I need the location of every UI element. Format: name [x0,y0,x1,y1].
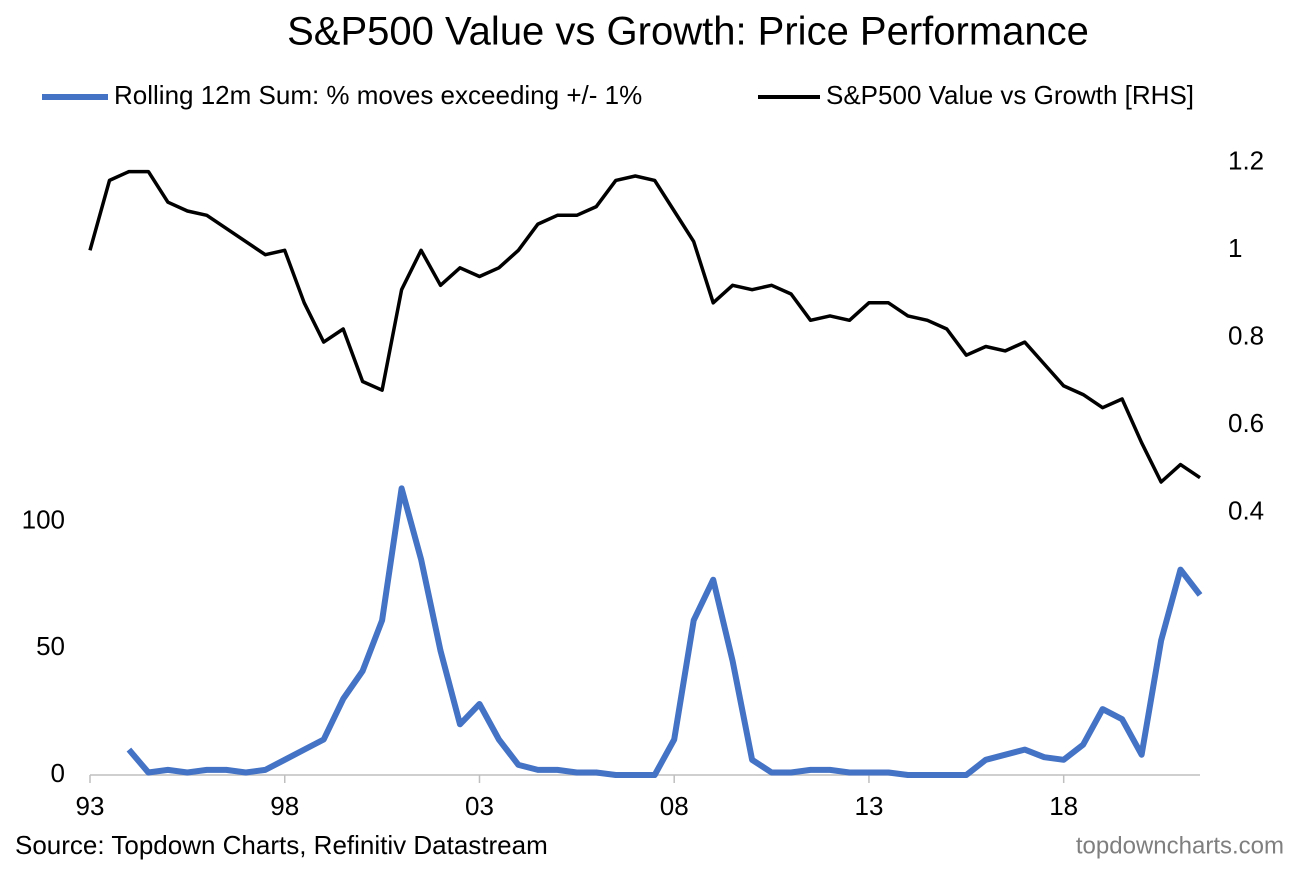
chart-title: S&P500 Value vs Growth: Price Performanc… [287,10,1089,54]
series-line [126,485,1203,778]
x-tick-label: 93 [76,791,105,821]
y2-tick-label: 1 [1228,233,1242,263]
y-tick-label: 100 [22,504,65,534]
x-tick-label: 03 [465,791,494,821]
series-line [88,169,1201,484]
y2-tick-label: 0.6 [1228,408,1264,438]
y2-tick-label: 0.8 [1228,321,1264,351]
y2-tick-label: 1.2 [1228,146,1264,176]
legend-label: S&P500 Value vs Growth [RHS] [826,80,1194,110]
y2-tick-label: 0.4 [1228,496,1264,526]
y-tick-label: 50 [36,631,65,661]
x-tick-label: 13 [854,791,883,821]
watermark: topdowncharts.com [1076,832,1284,859]
x-tick-label: 18 [1049,791,1078,821]
source-note: Source: Topdown Charts, Refinitiv Datast… [15,830,548,860]
x-tick-label: 08 [660,791,689,821]
legend-label: Rolling 12m Sum: % moves exceeding +/- 1… [114,80,642,110]
y-tick-label: 0 [51,758,65,788]
x-tick-label: 98 [270,791,299,821]
